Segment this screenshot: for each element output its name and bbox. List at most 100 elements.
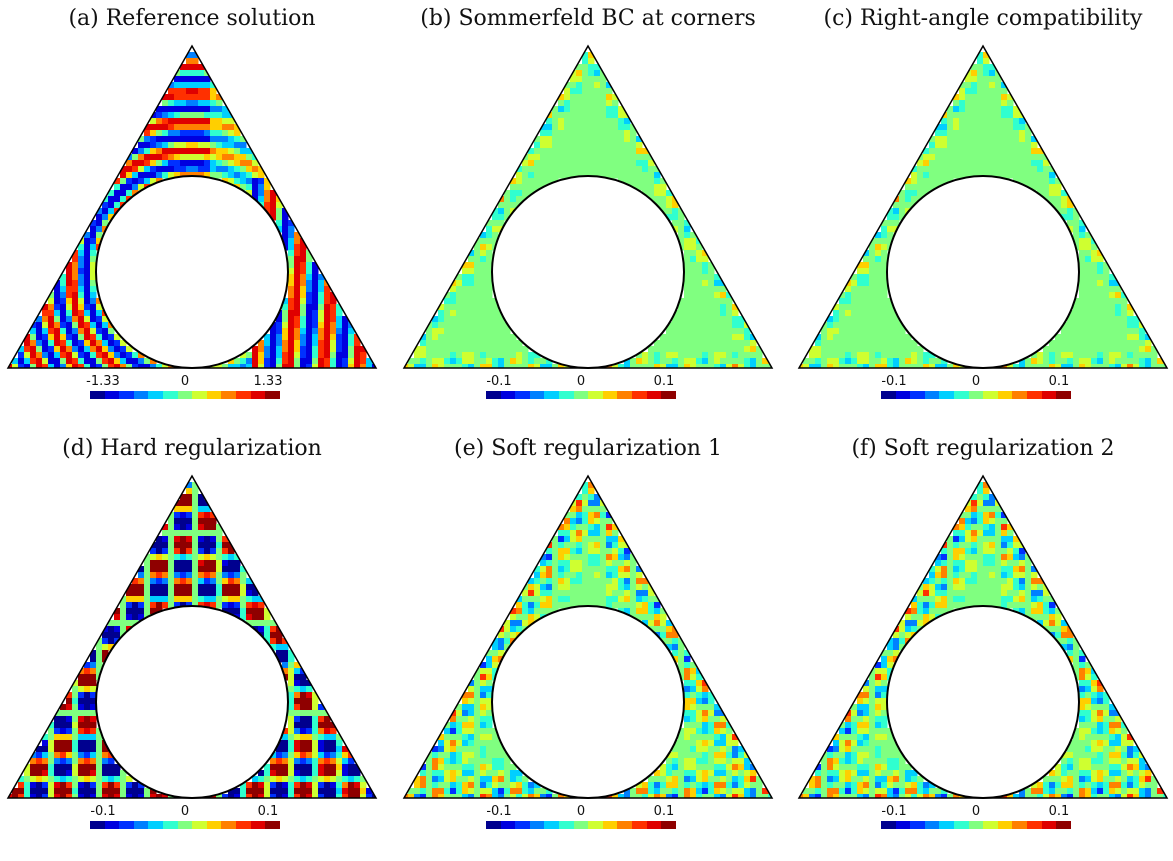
field-cell	[851, 304, 858, 311]
scatterer-circle	[491, 175, 685, 369]
field-cell	[162, 136, 169, 143]
field-cell	[198, 518, 205, 525]
field-cell	[288, 728, 295, 735]
field-cell	[90, 674, 97, 681]
field-cell	[342, 358, 349, 365]
field-cell	[983, 70, 990, 77]
field-cell	[294, 758, 301, 765]
field-cell	[450, 728, 457, 735]
field-cell	[18, 776, 25, 783]
field-cell	[558, 142, 565, 149]
field-cell	[126, 794, 133, 798]
field-cell	[552, 106, 559, 113]
field-cell	[180, 82, 187, 89]
field-cell	[696, 310, 703, 317]
field-cell	[90, 680, 97, 687]
field-cell	[474, 250, 481, 257]
field-cell	[857, 728, 864, 735]
field-cell	[270, 752, 277, 759]
field-cell	[270, 770, 277, 777]
field-cell	[995, 596, 1002, 603]
field-cell	[300, 734, 307, 741]
field-cell	[96, 770, 103, 777]
field-cell	[684, 286, 691, 293]
field-cell	[312, 692, 319, 699]
field-cell	[738, 334, 745, 341]
field-cell	[654, 788, 661, 795]
field-cell	[600, 518, 607, 525]
field-cell	[684, 244, 691, 251]
field-cell	[1061, 626, 1068, 633]
field-cell	[72, 758, 79, 765]
field-cell	[1133, 352, 1140, 359]
field-cell	[366, 358, 373, 365]
field-cell	[582, 506, 589, 513]
field-cell	[288, 268, 295, 275]
field-cell	[588, 154, 595, 161]
field-cell	[630, 584, 637, 591]
field-cell	[983, 590, 990, 597]
field-cell	[678, 328, 685, 335]
field-cell	[210, 142, 217, 149]
field-cell	[516, 788, 523, 795]
field-cell	[588, 136, 595, 143]
field-cell	[1085, 328, 1092, 335]
field-cell	[228, 788, 235, 795]
field-cell	[660, 794, 667, 798]
field-cell	[180, 70, 187, 77]
field-cell	[498, 632, 505, 639]
field-cell	[971, 112, 978, 119]
field-cell	[66, 788, 73, 795]
field-cell	[198, 148, 205, 155]
field-cell	[462, 286, 469, 293]
field-cell	[234, 608, 241, 615]
field-cell	[60, 304, 67, 311]
field-cell	[276, 220, 283, 227]
field-cell	[492, 298, 499, 305]
field-cell	[546, 166, 553, 173]
field-cell	[288, 770, 295, 777]
field-cell	[648, 190, 655, 197]
field-cell	[1079, 740, 1086, 747]
field-cell	[582, 82, 589, 89]
field-cell	[288, 304, 295, 311]
field-cell	[144, 554, 151, 561]
field-cell	[881, 662, 888, 669]
field-cell	[558, 166, 565, 173]
field-cell	[594, 88, 601, 95]
field-cell	[318, 710, 325, 717]
field-cell	[684, 752, 691, 759]
field-cell	[624, 142, 631, 149]
field-cell	[995, 94, 1002, 101]
field-cell	[1121, 734, 1128, 741]
field-cell	[827, 358, 834, 365]
field-cell	[600, 554, 607, 561]
field-cell	[168, 560, 175, 567]
field-cell	[1073, 638, 1080, 645]
field-cell	[726, 776, 733, 783]
field-cell	[486, 710, 493, 717]
field-cell	[282, 340, 289, 347]
field-cell	[168, 118, 175, 125]
field-cell	[744, 358, 751, 365]
field-cell	[180, 524, 187, 531]
field-cell	[162, 536, 169, 543]
field-cell	[1079, 292, 1086, 299]
field-cell	[863, 328, 870, 335]
field-cell	[186, 584, 193, 591]
field-cell	[600, 584, 607, 591]
field-cell	[180, 596, 187, 603]
field-cell	[1133, 746, 1140, 753]
field-cell	[642, 352, 649, 359]
field-cell	[90, 794, 97, 798]
field-cell	[168, 88, 175, 95]
field-cell	[228, 578, 235, 585]
field-cell	[474, 746, 481, 753]
field-cell	[588, 482, 595, 489]
field-cell	[330, 346, 337, 353]
field-cell	[72, 728, 79, 735]
field-cell	[588, 500, 595, 507]
field-cell	[1007, 136, 1014, 143]
field-cell	[618, 124, 625, 131]
field-cell	[977, 566, 984, 573]
